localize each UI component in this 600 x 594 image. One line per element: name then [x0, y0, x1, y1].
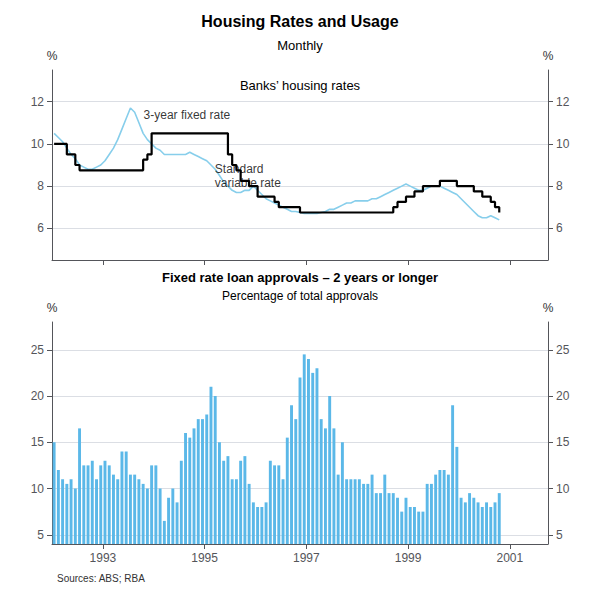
svg-text:15: 15	[31, 435, 45, 449]
svg-text:15: 15	[556, 435, 570, 449]
svg-text:3-year fixed rate: 3-year fixed rate	[144, 108, 231, 122]
svg-text:25: 25	[556, 343, 570, 357]
svg-text:10: 10	[556, 137, 570, 151]
svg-text:8: 8	[37, 179, 44, 193]
svg-text:%: %	[543, 49, 554, 63]
svg-text:%: %	[47, 301, 58, 315]
svg-text:1997: 1997	[293, 551, 320, 565]
svg-text:Standard: Standard	[215, 162, 264, 176]
svg-text:10: 10	[31, 137, 45, 151]
svg-text:12: 12	[31, 95, 45, 109]
svg-text:Fixed rate loan approvals – 2: Fixed rate loan approvals – 2 years or l…	[162, 270, 438, 285]
svg-text:5: 5	[556, 528, 563, 542]
svg-text:Housing Rates and Usage: Housing Rates and Usage	[201, 13, 398, 30]
svg-text:25: 25	[31, 343, 45, 357]
svg-text:2001: 2001	[496, 551, 523, 565]
svg-text:1999: 1999	[395, 551, 422, 565]
svg-text:variable rate: variable rate	[215, 176, 281, 190]
svg-text:%: %	[47, 49, 58, 63]
svg-text:20: 20	[31, 389, 45, 403]
svg-text:%: %	[543, 301, 554, 315]
svg-text:1995: 1995	[191, 551, 218, 565]
svg-text:12: 12	[556, 95, 570, 109]
svg-text:6: 6	[556, 221, 563, 235]
svg-text:Sources: ABS; RBA: Sources: ABS; RBA	[57, 573, 145, 584]
svg-text:8: 8	[556, 179, 563, 193]
svg-text:10: 10	[556, 482, 570, 496]
svg-text:Monthly: Monthly	[277, 38, 323, 53]
svg-text:20: 20	[556, 389, 570, 403]
svg-text:10: 10	[31, 482, 45, 496]
svg-text:6: 6	[37, 221, 44, 235]
svg-text:Percentage of total approvals: Percentage of total approvals	[222, 289, 378, 303]
svg-text:5: 5	[37, 528, 44, 542]
svg-text:Banks’ housing rates: Banks’ housing rates	[240, 78, 361, 93]
svg-text:1993: 1993	[90, 551, 117, 565]
